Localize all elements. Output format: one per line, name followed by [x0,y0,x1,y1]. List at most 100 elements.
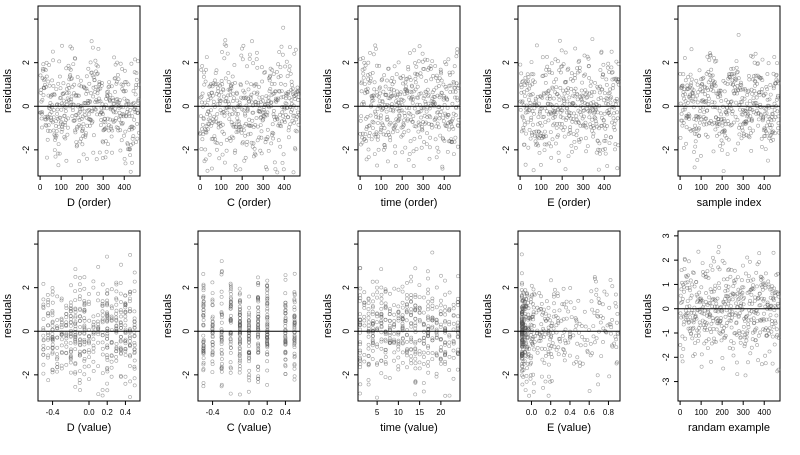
data-point [566,309,571,314]
data-point [360,140,365,145]
data-point [456,83,461,88]
data-point [283,277,288,282]
data-point [204,124,209,128]
data-point [100,393,105,398]
data-point [290,107,295,112]
data-point [123,349,128,354]
data-point [225,99,230,104]
data-point [685,299,690,304]
data-point [100,313,105,318]
data-point [613,147,617,152]
x-tick-label: 300 [97,183,111,192]
data-point [524,103,529,108]
data-point [428,115,433,120]
data-point [122,96,127,101]
data-point [250,118,255,123]
data-point [387,336,392,341]
data-point [705,269,710,274]
x-tick-label: 200 [235,183,249,192]
data-point [524,373,529,378]
x-tick-label: 100 [694,408,708,417]
data-point [601,302,605,307]
data-point [123,68,127,73]
data-point [294,117,299,122]
data-point [221,110,226,114]
data-point [712,56,716,60]
data-point [535,345,540,350]
data-point [372,152,377,157]
data-point [64,87,69,91]
data-point [421,362,426,366]
data-point [770,334,775,339]
data-point [85,156,89,161]
data-point [572,111,576,116]
data-point [228,370,233,375]
data-point [597,141,602,146]
data-point [132,117,137,122]
data-point [41,333,46,338]
data-point [96,264,101,269]
data-point [46,93,51,98]
data-point [766,120,771,124]
data-point [399,76,404,81]
data-point [749,117,754,122]
data-point [522,90,527,95]
data-point [542,134,547,139]
data-point [44,60,49,65]
data-point [83,133,88,138]
data-point [244,95,249,100]
data-point [86,66,91,71]
data-point [201,356,206,361]
data-point [605,124,609,128]
data-point [41,93,46,98]
data-point [613,118,618,123]
data-point [558,86,563,90]
data-point [200,91,205,96]
data-point [395,129,400,134]
data-point [429,122,434,127]
data-point [210,291,215,296]
data-point [256,275,260,280]
data-point [707,295,712,300]
data-point [439,90,444,95]
data-point [370,279,375,284]
data-point [68,44,73,49]
data-point [267,89,272,94]
data-point [720,123,725,128]
data-point [280,52,285,57]
data-point [202,82,207,87]
data-point [283,324,288,329]
data-point [596,86,601,91]
data-point [375,290,380,295]
data-point [526,145,531,150]
data-point [131,125,136,130]
data-point [401,74,406,79]
data-point [84,131,88,136]
data-point [233,148,238,153]
data-point [409,274,414,279]
data-point [573,46,578,51]
data-point [713,127,718,132]
data-point [541,73,546,78]
data-point [584,136,588,141]
data-point [135,110,140,115]
data-point [55,369,59,374]
data-point [46,115,51,120]
data-point [366,307,371,311]
x-tick-label: -0.4 [206,408,220,417]
data-point [575,341,580,346]
data-point [205,127,210,132]
data-point [707,58,712,62]
data-point [594,287,599,292]
data-point [203,157,208,162]
data-point [425,131,429,136]
data-point [250,144,255,149]
data-point [86,364,91,369]
data-point [247,99,252,104]
data-point [91,279,96,284]
data-point [410,94,415,99]
data-point [114,354,119,359]
data-point [202,100,207,105]
